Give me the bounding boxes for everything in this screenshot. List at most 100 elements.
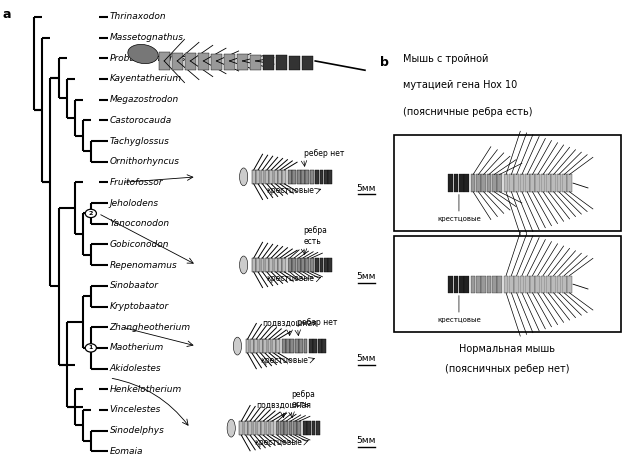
Circle shape xyxy=(85,344,97,352)
Text: (поясничные ребра есть): (поясничные ребра есть) xyxy=(404,107,533,117)
Bar xyxy=(248,421,252,435)
Bar xyxy=(562,174,566,192)
Bar xyxy=(297,421,302,435)
Text: Zhangheotherium: Zhangheotherium xyxy=(110,323,191,332)
Bar xyxy=(159,52,170,70)
Ellipse shape xyxy=(234,337,242,355)
Bar xyxy=(535,276,540,293)
Text: 5мм: 5мм xyxy=(356,184,376,193)
Text: Sinodelphys: Sinodelphys xyxy=(110,426,164,435)
Bar xyxy=(476,174,481,192)
Text: ребра
есть: ребра есть xyxy=(292,390,315,409)
Bar xyxy=(275,421,279,435)
Text: крестцовые: крестцовые xyxy=(437,317,481,323)
Bar xyxy=(184,53,196,70)
Bar xyxy=(454,276,459,293)
Bar xyxy=(278,258,282,272)
Bar xyxy=(535,174,540,192)
Bar xyxy=(497,174,502,192)
Bar xyxy=(459,276,464,293)
Text: Eomaia: Eomaia xyxy=(110,447,143,456)
Bar xyxy=(290,339,294,353)
Bar xyxy=(288,258,292,272)
Bar xyxy=(320,170,323,184)
Bar xyxy=(263,339,267,353)
Bar xyxy=(562,276,566,293)
Text: ребер нет: ребер нет xyxy=(297,318,338,327)
Bar xyxy=(263,55,274,70)
Bar xyxy=(310,258,313,272)
Bar xyxy=(307,421,311,435)
Bar xyxy=(464,174,469,192)
Text: крестцовые: крестцовые xyxy=(260,356,308,365)
Bar xyxy=(237,54,248,70)
Bar xyxy=(289,56,300,70)
Bar xyxy=(282,170,287,184)
Bar xyxy=(239,421,243,435)
Bar xyxy=(224,54,235,70)
Bar xyxy=(259,339,262,353)
Bar xyxy=(541,174,545,192)
Bar xyxy=(482,174,486,192)
Text: Vincelestes: Vincelestes xyxy=(110,405,161,414)
Bar xyxy=(546,276,551,293)
Bar xyxy=(476,276,481,293)
Bar xyxy=(252,170,255,184)
Text: Gobiconodon: Gobiconodon xyxy=(110,240,169,249)
Bar xyxy=(299,339,303,353)
Bar xyxy=(252,421,257,435)
Bar xyxy=(282,258,287,272)
Bar xyxy=(515,276,519,293)
Bar xyxy=(256,170,260,184)
Text: 5мм: 5мм xyxy=(356,272,376,281)
Text: подвздошная: подвздошная xyxy=(256,401,311,410)
Text: Repenomamus: Repenomamus xyxy=(110,261,177,270)
Text: Мышь с тройной: Мышь с тройной xyxy=(404,54,489,64)
Bar xyxy=(509,276,514,293)
Bar xyxy=(310,170,313,184)
Text: ребра
есть: ребра есть xyxy=(303,226,328,246)
Bar xyxy=(305,170,309,184)
Bar xyxy=(252,258,255,272)
Bar xyxy=(520,174,524,192)
Bar xyxy=(276,55,287,70)
Bar xyxy=(309,339,313,353)
Bar xyxy=(525,276,530,293)
Text: Massetognathus: Massetognathus xyxy=(110,33,184,42)
Text: Kryptobaator: Kryptobaator xyxy=(110,302,169,311)
Text: Sinobaator: Sinobaator xyxy=(110,281,158,290)
Bar xyxy=(324,170,328,184)
Text: Yanoconodon: Yanoconodon xyxy=(110,219,169,228)
Bar xyxy=(497,276,502,293)
Bar xyxy=(244,421,247,435)
Bar xyxy=(316,421,320,435)
Bar xyxy=(328,258,332,272)
Text: Maotherium: Maotherium xyxy=(110,343,164,352)
Bar xyxy=(257,421,261,435)
Bar xyxy=(284,421,288,435)
Bar xyxy=(449,174,453,192)
Bar xyxy=(541,276,545,293)
Bar xyxy=(324,258,328,272)
Text: Thrinaxodon: Thrinaxodon xyxy=(110,13,166,21)
Bar xyxy=(322,339,326,353)
Text: крестцовые: крестцовые xyxy=(267,274,315,284)
Ellipse shape xyxy=(239,168,248,186)
Bar xyxy=(530,174,535,192)
Bar xyxy=(211,53,222,70)
Bar xyxy=(301,170,305,184)
Bar xyxy=(265,421,270,435)
Text: 1: 1 xyxy=(88,345,93,351)
Bar xyxy=(297,170,300,184)
Bar xyxy=(394,135,621,231)
Bar xyxy=(525,174,530,192)
Text: крестцовые: крестцовые xyxy=(254,438,302,447)
Bar xyxy=(313,339,317,353)
Text: крестцовые: крестцовые xyxy=(437,216,481,222)
Text: Kayentatherium: Kayentatherium xyxy=(110,74,181,84)
Bar xyxy=(546,174,551,192)
Text: Jeholodens: Jeholodens xyxy=(110,199,159,207)
Bar xyxy=(297,258,300,272)
Ellipse shape xyxy=(227,419,235,437)
Bar xyxy=(280,421,283,435)
